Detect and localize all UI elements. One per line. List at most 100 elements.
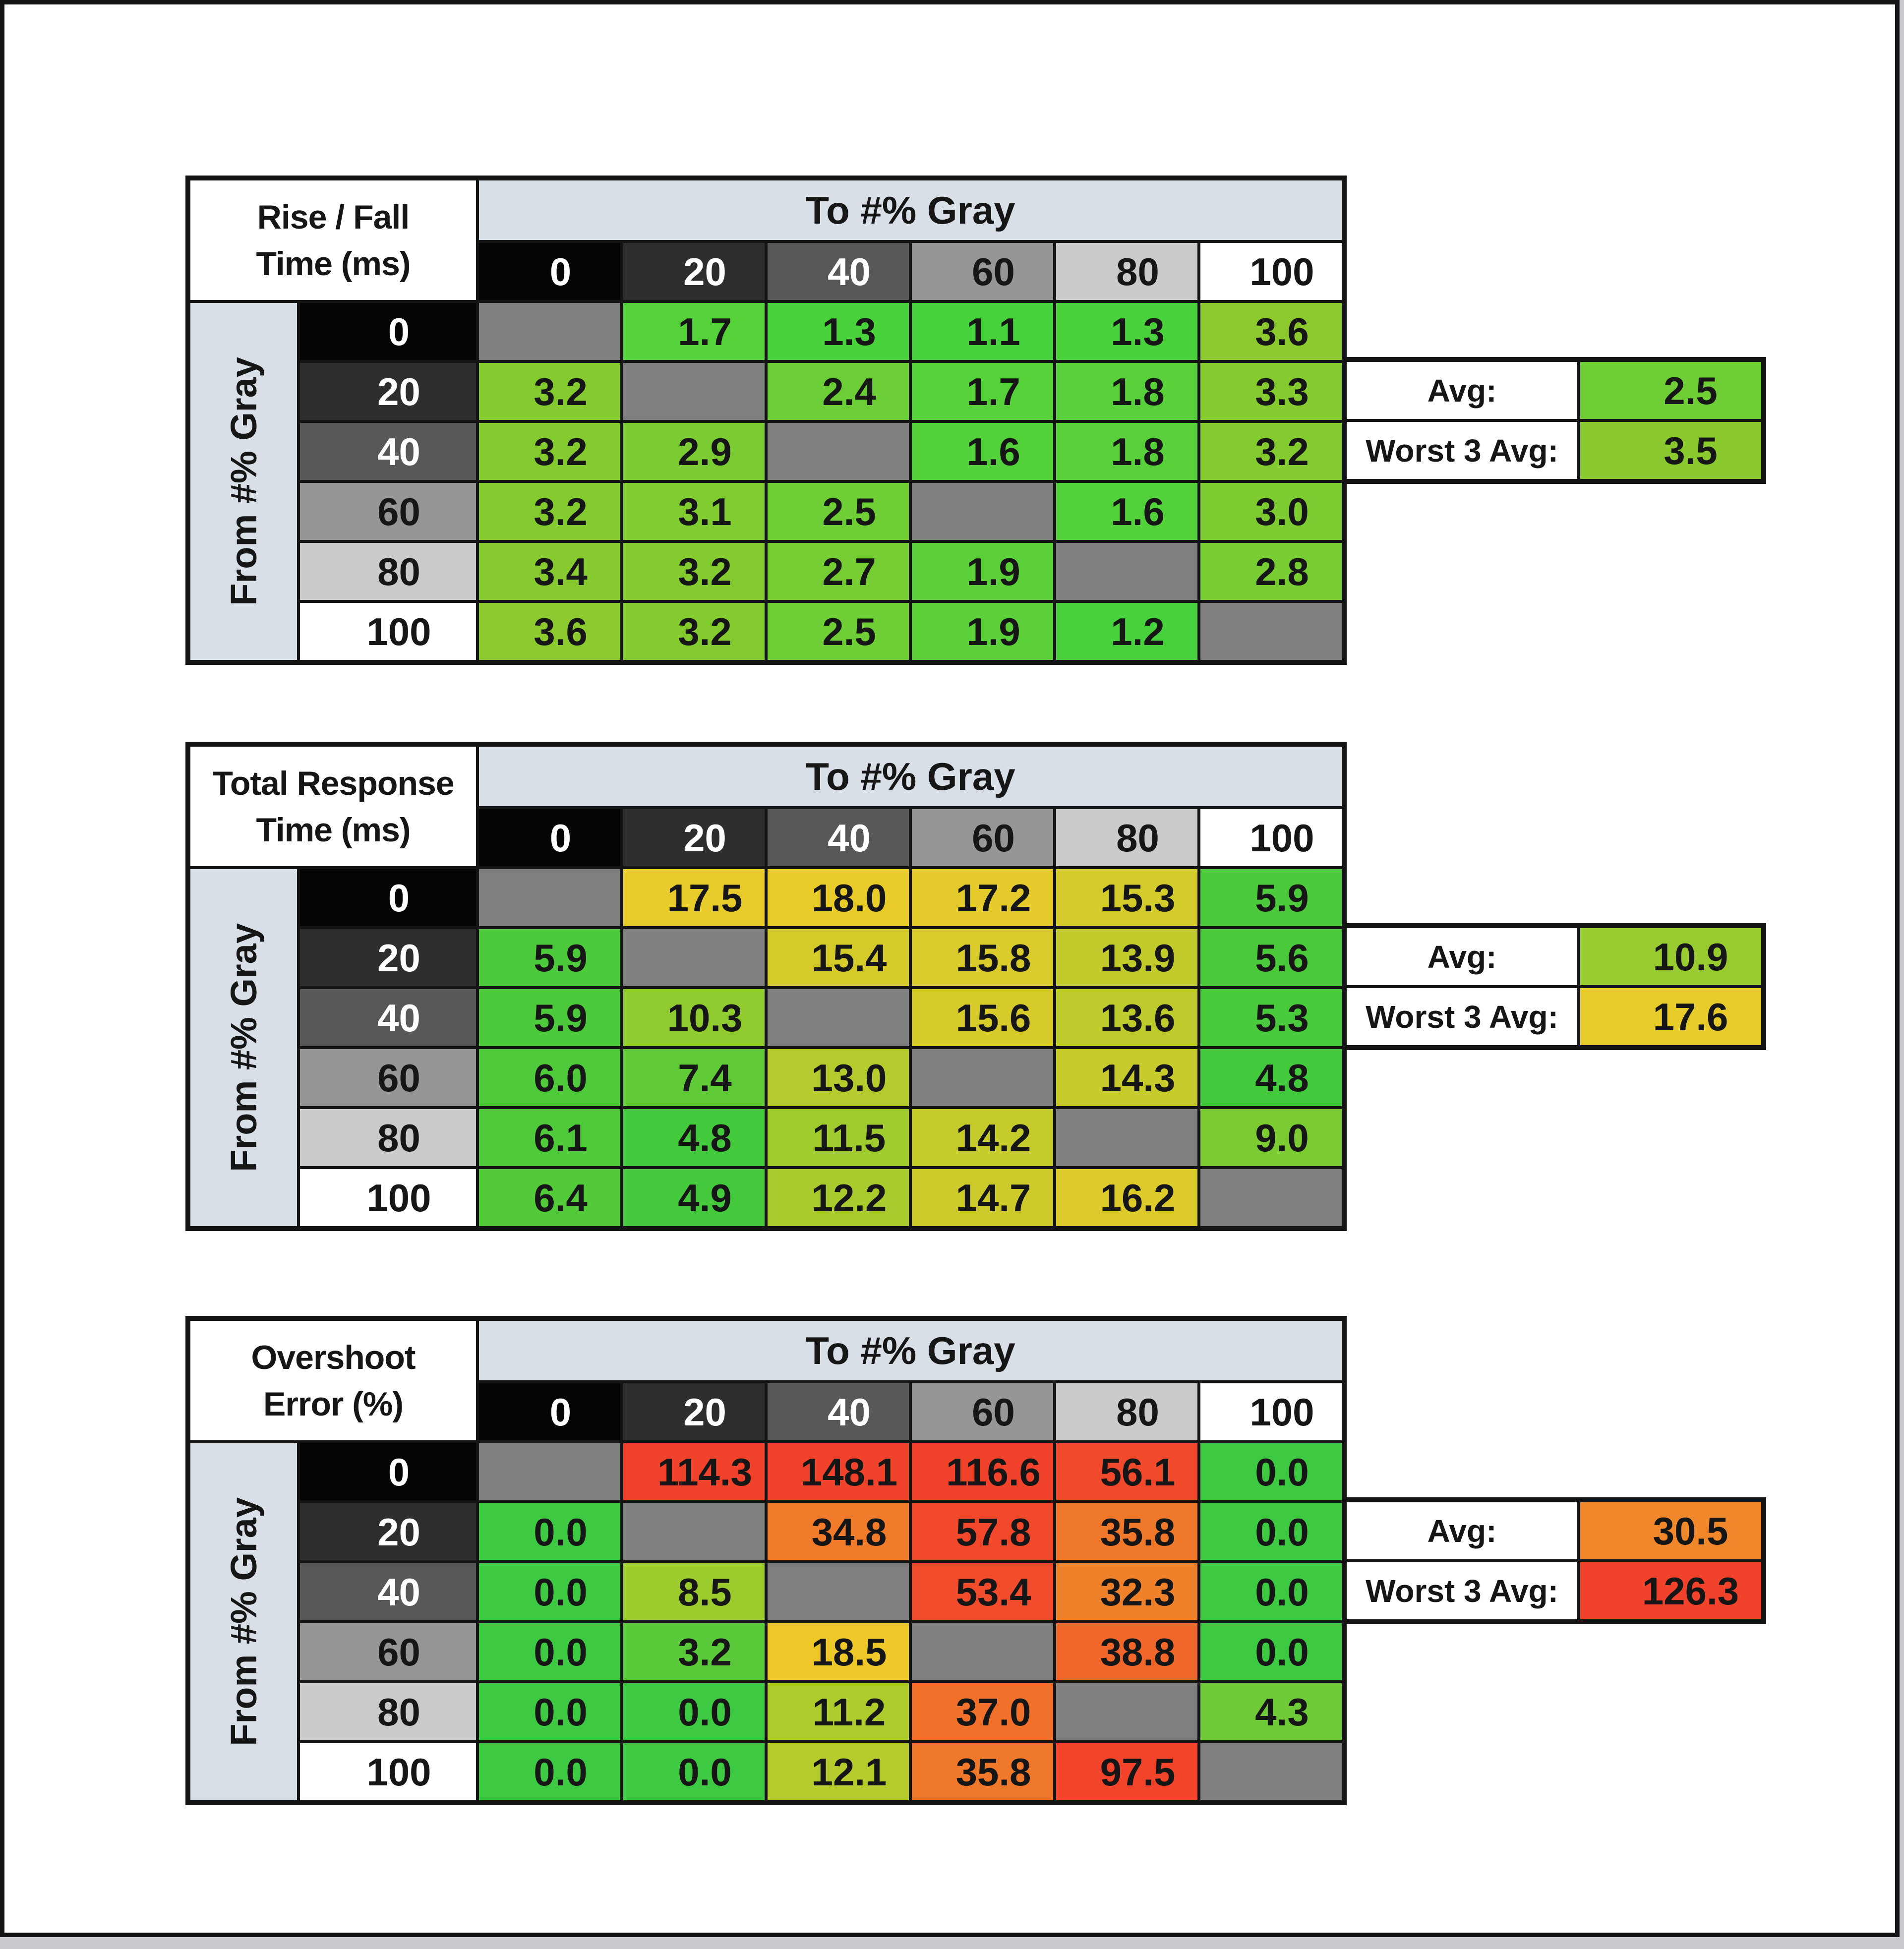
overshoot-summary: Avg: 30.5 Worst 3 Avg: 126.3 <box>1342 1497 1766 1624</box>
value-cell: 114.3 <box>623 1443 765 1500</box>
avg-label-text: Avg: <box>1427 372 1497 409</box>
value-cell-text: 1.6 <box>966 429 1020 473</box>
row-header-60: 60 <box>300 1623 476 1680</box>
value-cell: 18.5 <box>768 1623 909 1680</box>
value-cell-text: 3.2 <box>1255 429 1309 473</box>
value-cell: 5.6 <box>1200 929 1342 986</box>
col-header-label: 80 <box>1116 1390 1159 1434</box>
col-header-80: 80 <box>1056 809 1197 866</box>
col-header-20: 20 <box>623 1383 765 1440</box>
value-cell-text: 12.1 <box>811 1750 887 1794</box>
value-cell-text: 1.9 <box>966 549 1020 593</box>
value-cell: 17.5 <box>623 869 765 926</box>
value-cell: 1.9 <box>912 603 1053 660</box>
value-cell: 3.3 <box>1200 363 1342 420</box>
row-header-40: 40 <box>300 989 476 1046</box>
value-cell-text: 15.6 <box>955 996 1031 1040</box>
value-cell-text: 4.3 <box>1255 1690 1309 1734</box>
value-cell-text: 0.0 <box>678 1690 732 1734</box>
value-cell-text: 3.2 <box>678 549 732 593</box>
value-cell: 2.4 <box>768 363 909 420</box>
row-header-label: 100 <box>366 609 431 653</box>
value-cell-text: 35.8 <box>1100 1510 1176 1554</box>
value-cell: 5.9 <box>1200 869 1342 926</box>
row-header-label: 40 <box>377 1570 420 1614</box>
value-cell: 8.5 <box>623 1563 765 1620</box>
value-cell: 3.2 <box>1200 423 1342 480</box>
value-cell: 15.3 <box>1056 869 1197 926</box>
value-cell-text: 0.0 <box>1255 1630 1309 1674</box>
value-cell-text: 11.2 <box>812 1690 886 1734</box>
col-header-20: 20 <box>623 809 765 866</box>
value-cell: 12.2 <box>768 1169 909 1226</box>
value-cell-text: 3.6 <box>1255 309 1309 354</box>
value-cell: 15.4 <box>768 929 909 986</box>
value-cell-text: 12.2 <box>811 1176 887 1220</box>
row-header-20: 20 <box>300 1503 476 1560</box>
worst3-label: Worst 3 Avg: <box>1347 1562 1577 1619</box>
row-header-0: 0 <box>300 1443 476 1500</box>
total-response-matrix: Total Response Time (ms) To #% Gray 0 20 40 60… <box>185 742 1347 1231</box>
value-cell-text: 16.2 <box>1100 1176 1176 1220</box>
avg-value-text: 30.5 <box>1653 1509 1728 1553</box>
row-header-100: 100 <box>300 1743 476 1800</box>
to-gray-header: To #% Gray <box>479 747 1342 806</box>
row-header-80: 80 <box>300 1683 476 1740</box>
table-title-line2: Time (ms) <box>256 244 411 283</box>
col-header-40: 40 <box>768 1383 909 1440</box>
avg-value: 30.5 <box>1580 1502 1761 1559</box>
col-header-label: 100 <box>1250 1390 1314 1434</box>
avg-label: Avg: <box>1347 928 1577 985</box>
row-header-60: 60 <box>300 483 476 540</box>
value-cell-text: 1.3 <box>1111 309 1165 354</box>
value-cell: 3.2 <box>479 363 620 420</box>
value-cell: 3.1 <box>623 483 765 540</box>
from-gray-header-label: From #% Gray <box>223 923 264 1172</box>
value-cell: 3.4 <box>479 543 620 600</box>
value-cell: 14.7 <box>912 1169 1053 1226</box>
value-cell-text: 17.5 <box>667 876 743 920</box>
value-cell-text: 1.6 <box>1111 489 1165 533</box>
value-cell-text: 1.7 <box>966 369 1020 413</box>
rise-fall-matrix: Rise / Fall Time (ms) To #% Gray 0 20 40 60 80 1… <box>185 176 1347 665</box>
col-header-label: 0 <box>549 249 572 294</box>
row-header-label: 40 <box>377 996 420 1040</box>
diagonal-cell <box>479 303 620 360</box>
row-header-label: 20 <box>377 936 420 980</box>
value-cell-text: 4.8 <box>1255 1056 1309 1100</box>
value-cell: 0.0 <box>479 1503 620 1560</box>
value-cell-text: 1.8 <box>1111 429 1165 473</box>
value-cell: 97.5 <box>1056 1743 1197 1800</box>
rise-fall-time-table: Rise / Fall Time (ms) To #% Gray 0 20 40 60 80 1… <box>185 176 1766 665</box>
to-gray-header: To #% Gray <box>479 1321 1342 1380</box>
avg-label: Avg: <box>1347 362 1577 419</box>
worst3-label-text: Worst 3 Avg: <box>1366 999 1558 1035</box>
value-cell-text: 17.2 <box>955 876 1031 920</box>
value-cell-text: 5.6 <box>1255 936 1309 980</box>
diagonal-cell <box>768 989 909 1046</box>
value-cell: 14.3 <box>1056 1049 1197 1106</box>
value-cell-text: 14.7 <box>955 1176 1031 1220</box>
value-cell-text: 53.4 <box>955 1570 1031 1614</box>
value-cell: 2.5 <box>768 483 909 540</box>
row-header-40: 40 <box>300 423 476 480</box>
value-cell: 2.7 <box>768 543 909 600</box>
row-header-label: 80 <box>377 549 420 593</box>
value-cell-text: 15.8 <box>955 936 1031 980</box>
value-cell-text: 5.9 <box>534 996 588 1040</box>
value-cell-text: 6.0 <box>534 1056 588 1100</box>
row-header-0: 0 <box>300 869 476 926</box>
overshoot-matrix: Overshoot Error (%) To #% Gray 0 20 40 60 80 100… <box>185 1316 1347 1805</box>
value-cell: 116.6 <box>912 1443 1053 1500</box>
total-response-summary: Avg: 10.9 Worst 3 Avg: 17.6 <box>1342 923 1766 1050</box>
avg-value: 10.9 <box>1580 928 1761 985</box>
value-cell-text: 0.0 <box>534 1570 588 1614</box>
row-header-label: 100 <box>366 1176 431 1220</box>
from-gray-header-label: From #% Gray <box>223 1497 264 1746</box>
table-title-line2: Error (%) <box>263 1385 404 1423</box>
col-header-label: 100 <box>1250 249 1314 294</box>
col-header-label: 40 <box>828 1390 871 1434</box>
value-cell-text: 0.0 <box>1255 1570 1309 1614</box>
value-cell: 0.0 <box>623 1743 765 1800</box>
